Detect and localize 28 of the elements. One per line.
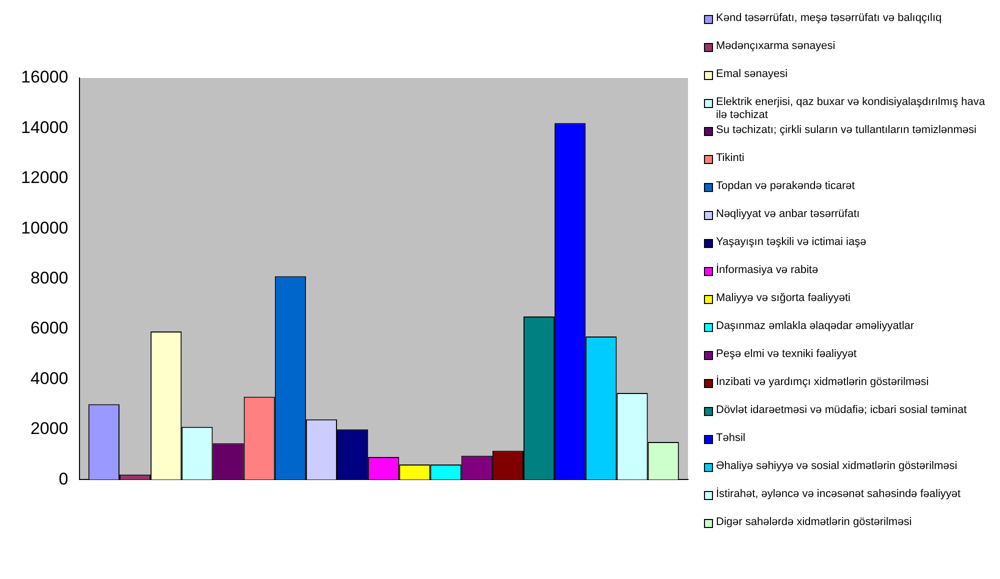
y-tick-label: 6000: [30, 318, 68, 338]
legend-label: Tikinti: [716, 152, 744, 165]
legend-label: Dövlət idarəetməsi və müdafiə; icbari sosial təminat: [716, 404, 967, 417]
legend-label: Əhaliyə səhiyyə və sosial xidmətlərin göstərilməsi: [716, 460, 958, 473]
y-tick-label: 0: [58, 469, 68, 488]
legend-label: İnzibati və yardımçı xidmətlərin göstərilməsi: [716, 376, 929, 389]
legend-label: Digər sahələrdə xidmətlərin göstərilməsi: [716, 516, 912, 529]
legend-label: Emal sənayesi: [716, 68, 788, 81]
y-tick-label: 8000: [30, 268, 68, 288]
legend-label: Nəqliyyat və anbar təsərrüfatı: [716, 208, 860, 221]
legend-label: Mədənçıxarma sənayesi: [716, 40, 836, 53]
legend-label: Yaşayışın təşkili və ictimai iaşə: [716, 236, 866, 249]
legend-label: Elektrik enerjisi, qaz buxar və kondisiyalaşdırılmış hava ilə təchizat: [716, 96, 986, 122]
legend-label: İnformasiya və rabitə: [716, 264, 818, 277]
y-tick-label: 2000: [30, 419, 68, 438]
y-tick-label: 14000: [20, 118, 68, 137]
y-tick-label: 4000: [30, 368, 68, 388]
legend-label: Maliyyə və sığorta fəaliyyəti: [716, 292, 850, 305]
legend-label: Topdan və pərakəndə ticarət: [716, 180, 855, 193]
legend-label: Peşə elmi və texniki fəaliyyət: [716, 348, 857, 361]
y-tick-label: 16000: [20, 68, 68, 87]
y-tick-label: 12000: [20, 168, 68, 188]
legend-label: Su təchizatı; çirkli suların və tullantıların təmizlənməsi: [716, 124, 976, 137]
legend-label: İstirahət, əyləncə və incəsənət sahəsində fəaliyyət: [716, 488, 961, 501]
y-tick-label: 10000: [20, 218, 68, 238]
legend-label: Daşınmaz əmlakla əlaqədar əməliyyatlar: [716, 320, 914, 333]
legend-label: Təhsil: [716, 432, 746, 445]
legend-label: Kənd təsərrüfatı, meşə təsərrüfatı və balıqçılıq: [716, 12, 942, 25]
